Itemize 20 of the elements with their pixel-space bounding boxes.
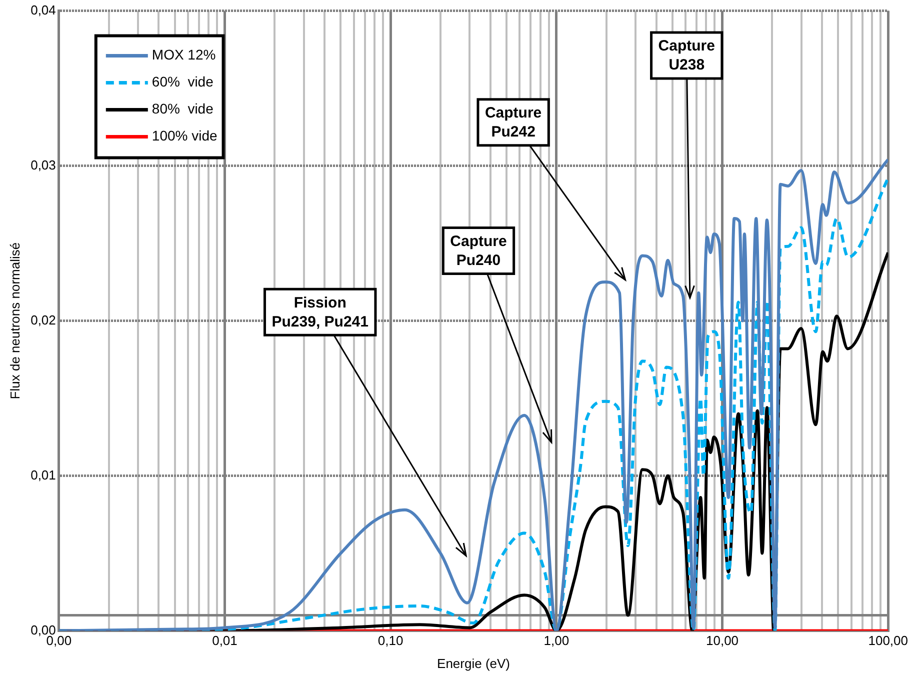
y-tick-label: 0,01 (30, 467, 56, 482)
annotation: Capture U238 (658, 38, 715, 74)
x-axis-title: Energie (eV) (437, 656, 510, 671)
annotation: Capture Pu242 (484, 104, 542, 141)
x-tick-label: 1,00 (544, 633, 570, 648)
y-tick-label: 0,00 (30, 622, 56, 638)
legend-label: MOX 12% (152, 46, 216, 63)
x-tick-label: 0,01 (212, 633, 238, 648)
annotation: Fission Pu239, Pu241 (272, 294, 368, 330)
legend-label: 100% vide (152, 128, 218, 144)
legend-label: 60% vide (152, 74, 214, 90)
x-tick-label: 100,00 (868, 633, 908, 648)
legend-label: 80% vide (152, 100, 214, 117)
annotation: Capture Pu240 (450, 232, 507, 269)
x-tick-label: 0,10 (378, 633, 404, 648)
y-tick-label: 0,04 (30, 2, 56, 18)
y-axis-title: Flux de neutrons normalisé (7, 242, 22, 400)
x-tick-label: 10,00 (706, 633, 739, 648)
y-tick-label: 0,03 (30, 157, 56, 172)
y-tick-label: 0,02 (30, 312, 56, 328)
